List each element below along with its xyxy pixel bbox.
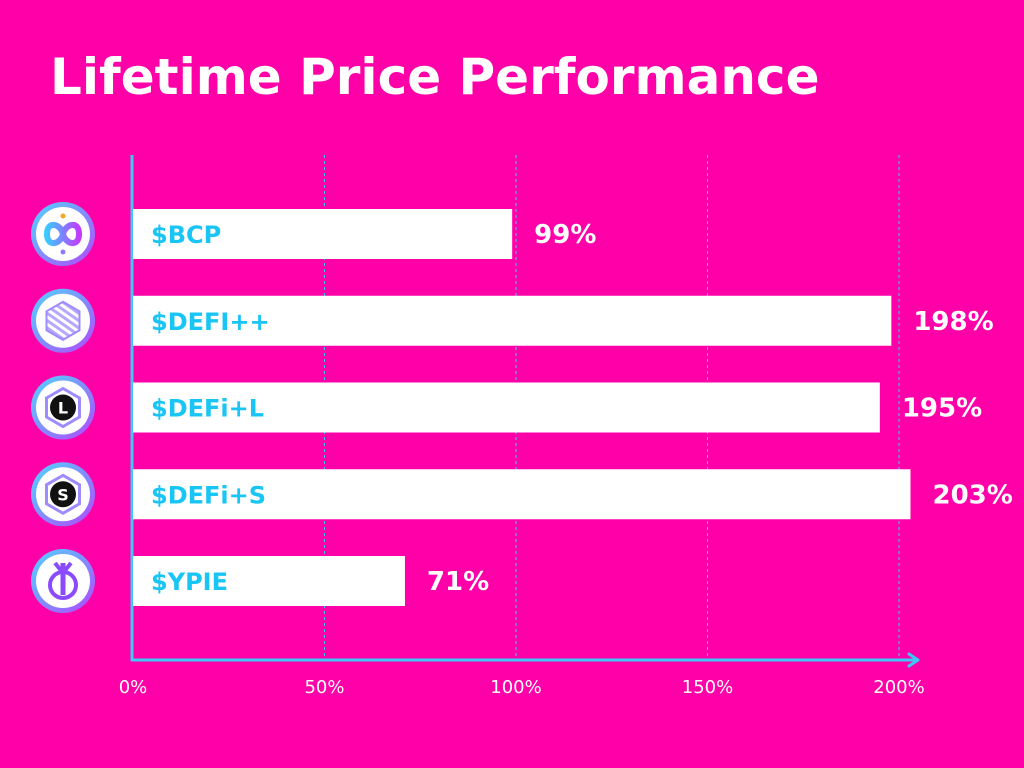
bar-value-label: 198%: [913, 307, 993, 337]
x-tick-label: 200%: [873, 677, 924, 698]
logo-fork: [53, 561, 73, 577]
bar: [133, 295, 892, 346]
bar-value-label: 195%: [902, 394, 982, 424]
logo-dot: [60, 213, 66, 219]
bar-value-label: 99%: [534, 220, 596, 250]
bar: [133, 209, 513, 259]
hexagon-shape: [45, 300, 81, 341]
icon-letter: S: [57, 485, 69, 504]
bar-value-label: 71%: [427, 567, 489, 597]
bar-category-label: $DEFI++: [151, 308, 270, 336]
x-tick-label: 50%: [304, 677, 344, 698]
x-tick-labels: 0% 50% 100% 150% 200%: [119, 677, 925, 698]
bar-value-label: 203%: [932, 480, 1012, 510]
token-icons: LS: [31, 202, 95, 613]
x-tick-label: 150%: [682, 677, 733, 698]
bar: [133, 556, 405, 606]
letter-badge: [50, 394, 76, 421]
bars: $BCP 99% $DEFI++ 198% $DEFi+L 195% $DEFi+S 203%…: [133, 209, 1013, 606]
letter-l-hexagon-icon: L: [31, 375, 95, 440]
bar-category-label: $BCP: [151, 221, 221, 249]
letter-badge: [50, 481, 76, 508]
logo-dot: [60, 249, 66, 255]
bar-category-label: $YPIE: [151, 568, 228, 596]
x-tick-label: 0%: [119, 677, 148, 698]
chart-title: Lifetime Price Performance: [50, 48, 820, 106]
icon-letter: L: [58, 399, 68, 418]
axes: [130, 155, 920, 668]
infinity-logo-icon: [31, 202, 95, 266]
x-tick-label: 100%: [490, 677, 541, 698]
yearn-logo-icon: [31, 549, 95, 613]
bar-category-label: $DEFi+S: [151, 481, 266, 509]
bar: [133, 382, 880, 433]
bar: [133, 469, 911, 520]
letter-s-hexagon-icon: S: [31, 462, 95, 527]
x-axis-arrow-icon: [907, 652, 920, 668]
infinity-shape: [43, 222, 83, 246]
striped-hexagon-icon: [31, 288, 95, 353]
bar-category-label: $DEFi+L: [151, 395, 264, 423]
